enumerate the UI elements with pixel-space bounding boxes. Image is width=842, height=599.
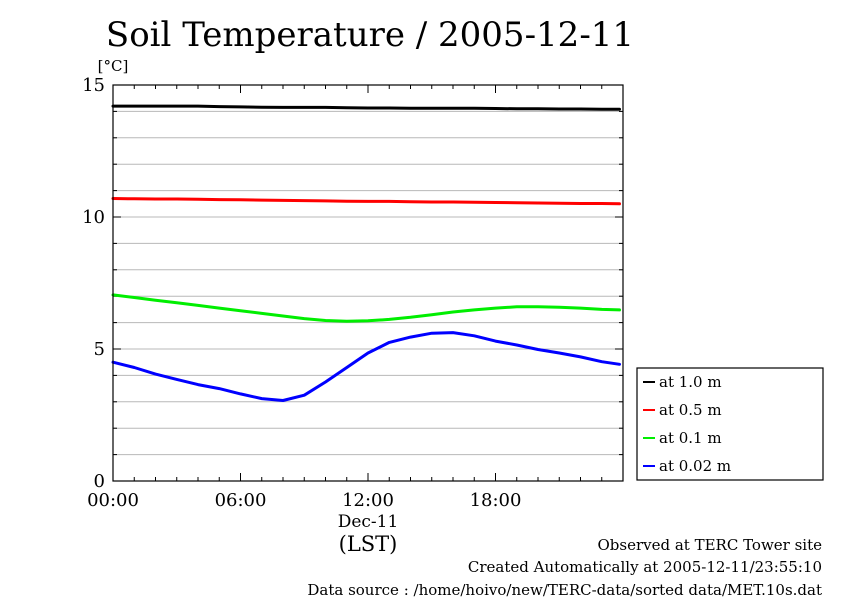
x-date-label: Dec-11	[338, 512, 399, 532]
y-tick-label: 10	[82, 207, 105, 228]
y-tick-label: 0	[94, 471, 105, 492]
footer-site: Observed at TERC Tower site	[597, 536, 822, 554]
y-tick-label: 15	[82, 75, 105, 96]
grid-lines	[113, 110, 623, 456]
x-tick-label: 06:00	[215, 490, 267, 511]
series-line-2	[111, 197, 621, 206]
series-line-1	[111, 104, 621, 111]
x-tick-label: 00:00	[87, 490, 139, 511]
x-tick-label: 12:00	[342, 490, 394, 511]
series-lines	[111, 104, 621, 402]
chart-title: Soil Temperature / 2005-12-11	[106, 15, 634, 55]
y-tick-label: 5	[94, 339, 105, 360]
plot-border	[112, 84, 624, 482]
legend-label: at 0.5 m	[659, 401, 722, 419]
legend-label: at 1.0 m	[659, 373, 722, 391]
footer-source: Data source : /home/hoivo/new/TERC-data/…	[307, 581, 822, 599]
x-tick-label: 18:00	[470, 490, 522, 511]
legend-label: at 0.1 m	[659, 429, 722, 447]
y-axis-label: [°C]	[98, 57, 129, 75]
series-line-4	[111, 331, 621, 402]
plot-area	[112, 84, 624, 482]
y-tick-labels: 0 5 10 15	[82, 75, 105, 492]
footer-created: Created Automatically at 2005-12-11/23:5…	[467, 558, 822, 576]
series-line-3	[111, 293, 621, 323]
legend-box	[636, 367, 824, 481]
x-tick-labels: 00:00 06:00 12:00 18:00	[87, 490, 521, 511]
x-axis-label: (LST)	[339, 532, 398, 556]
legend-label: at 0.02 m	[659, 457, 731, 475]
legend: at 1.0 m at 0.5 m at 0.1 m at 0.02 m	[636, 367, 824, 481]
